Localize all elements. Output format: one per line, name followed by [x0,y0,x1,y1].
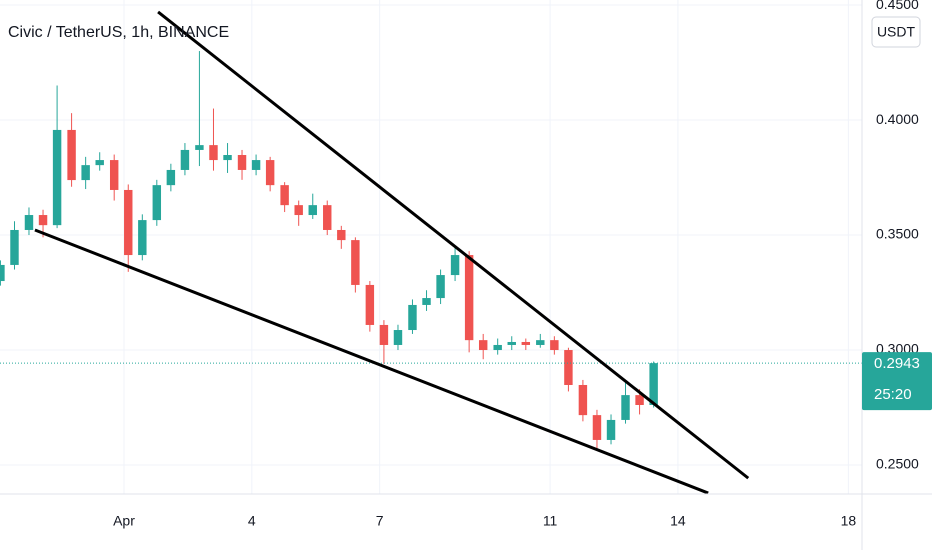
candle-body [507,341,516,345]
candle-body [52,129,62,226]
x-tick-label: 7 [376,513,384,529]
candle-body [81,165,90,181]
candle-body [280,185,289,206]
candle-body [152,185,162,221]
candle-body [323,205,332,230]
current-price-label: 0.2943 [874,355,920,372]
current-price-box [862,352,932,411]
candle-body [10,229,19,265]
candle-body [308,205,317,216]
candle-body [464,255,474,341]
candle-body [365,284,375,325]
candle-body [337,229,346,241]
x-tick-label: 18 [841,513,857,529]
candle-body [95,160,104,166]
candle-body [265,160,275,186]
candle-body [138,220,147,256]
candle-body [478,340,488,351]
candle-body [422,298,431,305]
chart-title: Civic / TetherUS, 1h, BINANCE [8,24,229,41]
candle-body [251,160,261,170]
candle-body [393,330,403,345]
trend-line [34,228,709,495]
candle-body [209,145,218,161]
unit-label[interactable]: USDT [877,24,916,40]
candle-body [109,160,119,190]
candle-body [379,324,389,345]
x-tick-label: 4 [248,513,256,529]
candle-body [351,240,360,285]
candle-body [635,395,644,405]
x-tick-label: 14 [670,513,686,529]
candle-body [195,145,204,150]
candle-body [24,215,34,230]
unit-box[interactable] [871,16,921,48]
candle-body [493,344,502,351]
candle-body [621,395,630,420]
candle-body [38,215,48,226]
countdown-label: 25:20 [874,386,912,403]
candle-body [521,341,531,345]
y-tick-label: 0.3500 [876,226,919,242]
candle-body [0,264,5,282]
candle-body [124,189,133,256]
candle-body [536,340,545,345]
y-tick-label: 0.2500 [876,456,919,472]
candle-body [592,415,602,440]
candle-body [294,205,303,216]
plot-area [0,10,862,495]
candle-body [649,363,658,405]
candle-body [166,169,176,186]
candle-body [450,255,460,276]
candle-body [180,149,190,170]
candle-body [578,384,588,416]
candle-body [237,155,247,170]
candle-body [67,129,76,181]
candle-body [564,350,573,385]
x-tick-label: Apr [113,513,135,529]
y-tick-label: 0.4000 [876,111,919,127]
candle-body [408,304,417,331]
candle-body [550,340,559,351]
candle-body [223,155,232,161]
x-tick-label: 11 [543,513,558,529]
trend-line [157,10,750,480]
candle-body [606,419,616,440]
y-tick-label: 0.4500 [876,0,919,12]
candle-body [436,275,445,299]
